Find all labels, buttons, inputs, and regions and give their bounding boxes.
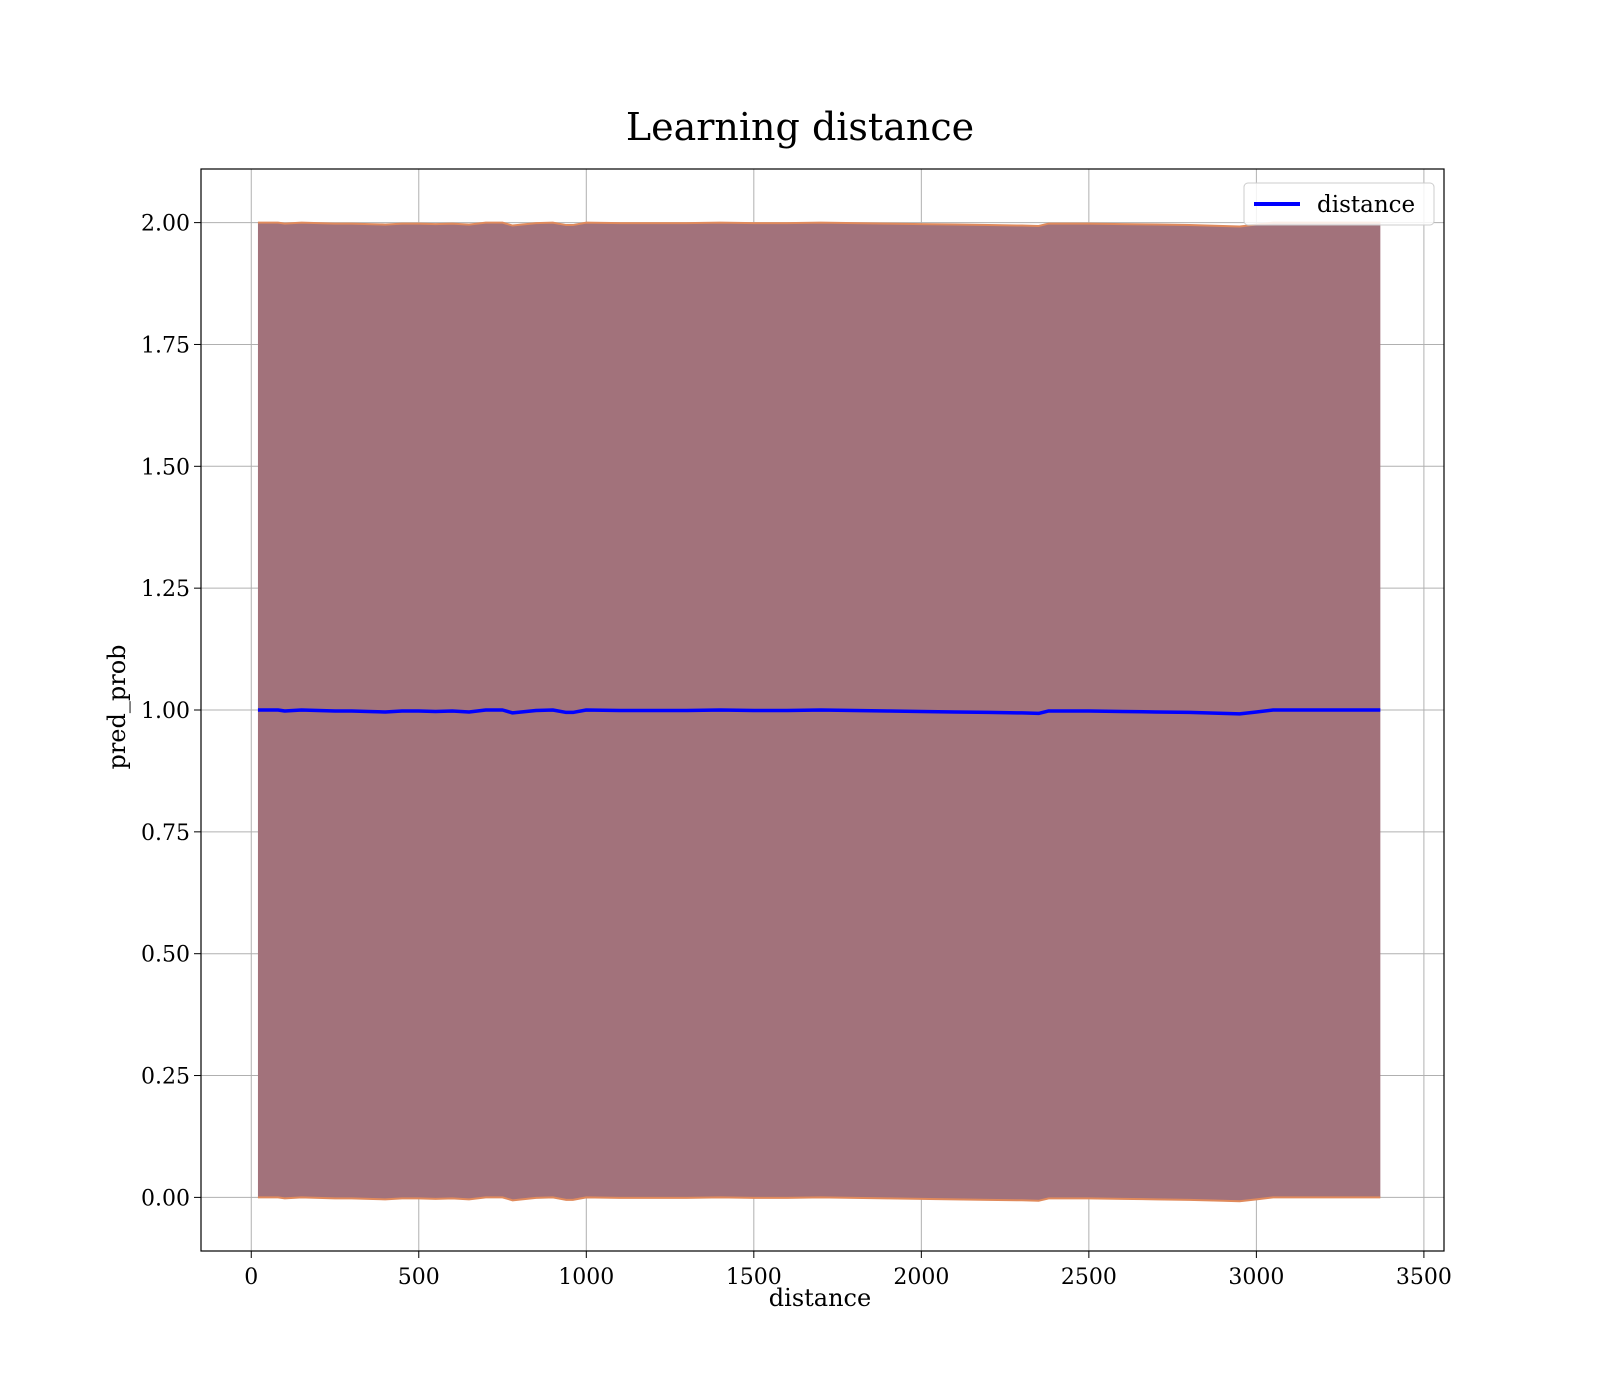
y-tick-label: 1.25 [141,577,190,602]
x-tick-label: 1000 [558,1265,614,1290]
x-tick-label: 0 [244,1265,258,1290]
chart-title: Learning distance [626,105,974,149]
series-line-distance [257,708,1381,716]
x-tick-label: 3500 [1396,1265,1452,1290]
y-tick-label: 1.50 [141,455,190,480]
ticks: 0 500 1000 1500 2000 2500 3000 3500 0.00 0.25 0.50… [141,212,1452,1290]
x-axis-label: distance [769,1284,871,1312]
confidence-band [257,221,1381,1203]
x-tick-label: 500 [398,1265,440,1290]
x-tick-label: 3000 [1228,1265,1284,1290]
x-tick-label: 2500 [1061,1265,1117,1290]
band-upper-edge [257,221,1381,228]
x-tick-label: 2000 [893,1265,949,1290]
y-tick-label: 0.75 [141,821,190,846]
legend-label-distance: distance [1317,192,1415,218]
y-tick-label: 0.00 [141,1186,190,1211]
legend-box [1243,182,1435,226]
legend: distance [1243,182,1435,226]
y-tick-label: 0.50 [141,943,190,968]
band-area [257,222,1381,1202]
y-tick-label: 0.25 [141,1065,190,1090]
y-tick-label: 2.00 [141,212,190,237]
band-lower-edge [257,1196,1381,1203]
series-layer [257,708,1381,716]
y-axis-label: pred_prob [103,644,131,769]
x-tick-label: 1500 [726,1265,782,1290]
y-tick-label: 1.00 [141,699,190,724]
y-tick-label: 1.75 [141,333,190,358]
